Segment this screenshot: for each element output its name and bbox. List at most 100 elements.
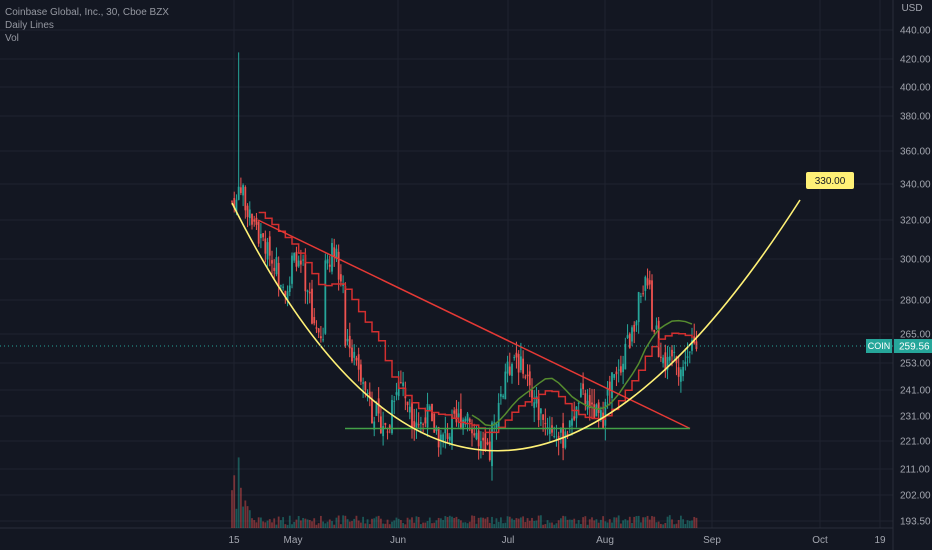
volume-bar [259, 517, 262, 528]
volume-bar [406, 517, 409, 528]
candle-body [266, 242, 269, 260]
symbol-badge-text: COIN [868, 341, 891, 351]
candle-body [595, 404, 598, 417]
candle-body [275, 257, 278, 275]
candle-body [244, 186, 247, 211]
volume-bar [631, 522, 633, 528]
volume-bar [364, 523, 367, 528]
candle-body [526, 374, 529, 377]
volume-bar [468, 521, 471, 528]
candle-body [451, 414, 453, 445]
volume-bar [535, 520, 538, 528]
candle-body [355, 357, 358, 361]
volume-bar [573, 518, 576, 528]
candle-body [259, 233, 262, 239]
candle-body [588, 395, 591, 409]
volume-bar [644, 517, 647, 528]
volume-bar [255, 522, 258, 528]
candle-body [373, 421, 376, 430]
ma-red-line [258, 211, 693, 434]
candle-body [273, 267, 276, 271]
candle-body [426, 404, 429, 428]
cup-curve [231, 199, 801, 452]
candle-body [504, 371, 507, 400]
volume-bar [262, 521, 265, 528]
candle-body [511, 364, 513, 376]
volume-bar [368, 524, 371, 528]
candle-body [571, 418, 573, 426]
volume-bar [504, 522, 507, 528]
candle-body [695, 341, 698, 349]
candle-body [282, 286, 285, 288]
candle-body [593, 404, 596, 419]
candle-body [615, 371, 618, 375]
candle-body [559, 428, 562, 433]
volume-bar [564, 516, 567, 528]
candle-body [482, 437, 485, 441]
candle-body [579, 388, 582, 397]
volume-bar [473, 515, 476, 528]
candle-body [519, 356, 522, 371]
candle-body [315, 327, 318, 329]
candle-body [642, 293, 645, 295]
candle-body [531, 389, 533, 402]
candle-body [319, 336, 322, 339]
volume-bar [542, 524, 545, 528]
volume-bar [495, 518, 498, 528]
candle-body [608, 381, 611, 391]
volume-bar [399, 520, 402, 528]
candle-body [459, 408, 462, 428]
last-price-badge [894, 339, 932, 353]
volume-bar [308, 519, 311, 528]
volume-bar [562, 515, 565, 528]
volume-bar [419, 524, 422, 528]
volume-bar [502, 523, 505, 528]
volume-bar [317, 523, 320, 528]
volume-bar [239, 487, 242, 528]
y-tick-label: 280.00 [900, 296, 931, 307]
target-callout-text: 330.00 [815, 176, 846, 187]
volume-bar [628, 516, 631, 528]
volume-bar [439, 518, 442, 528]
volume-bar [293, 521, 296, 528]
volume-bar [268, 519, 271, 528]
candle-body [371, 398, 373, 424]
candle-body [424, 417, 427, 424]
candle-body [284, 290, 287, 296]
candle-body [335, 248, 338, 260]
volume-bar [593, 520, 596, 528]
candle-body [348, 335, 351, 349]
candle-body [597, 402, 600, 413]
candle-body [357, 354, 360, 370]
volume-bar [584, 516, 587, 528]
candle-body [508, 366, 511, 375]
candle-body [328, 264, 331, 267]
y-tick-label: 440.00 [900, 26, 931, 37]
candle-body [573, 416, 576, 420]
candle-body [653, 329, 656, 332]
candle-body [326, 259, 329, 264]
trendline-red [257, 219, 691, 430]
volume-bar [299, 520, 302, 528]
volume-bar [442, 519, 445, 528]
candle-body [522, 358, 525, 374]
volume-bar [497, 521, 500, 528]
candle-body [553, 436, 556, 438]
candle-body [651, 280, 653, 330]
candle-body [368, 391, 371, 399]
volume-bar [302, 517, 305, 528]
y-tick-label: 221.00 [900, 437, 931, 448]
volume-bar [275, 524, 278, 528]
candle-body [268, 236, 271, 256]
y-tick-label: 253.00 [900, 359, 931, 370]
volume-bar [626, 520, 629, 528]
candle-body [677, 367, 680, 377]
volume-bar [633, 516, 636, 528]
volume-bar [328, 519, 331, 528]
volume-bar [695, 517, 698, 528]
drawings: 330.00 [0, 172, 893, 452]
candle-body [237, 186, 240, 200]
volume-bar [402, 522, 405, 528]
candle-body [671, 349, 673, 357]
